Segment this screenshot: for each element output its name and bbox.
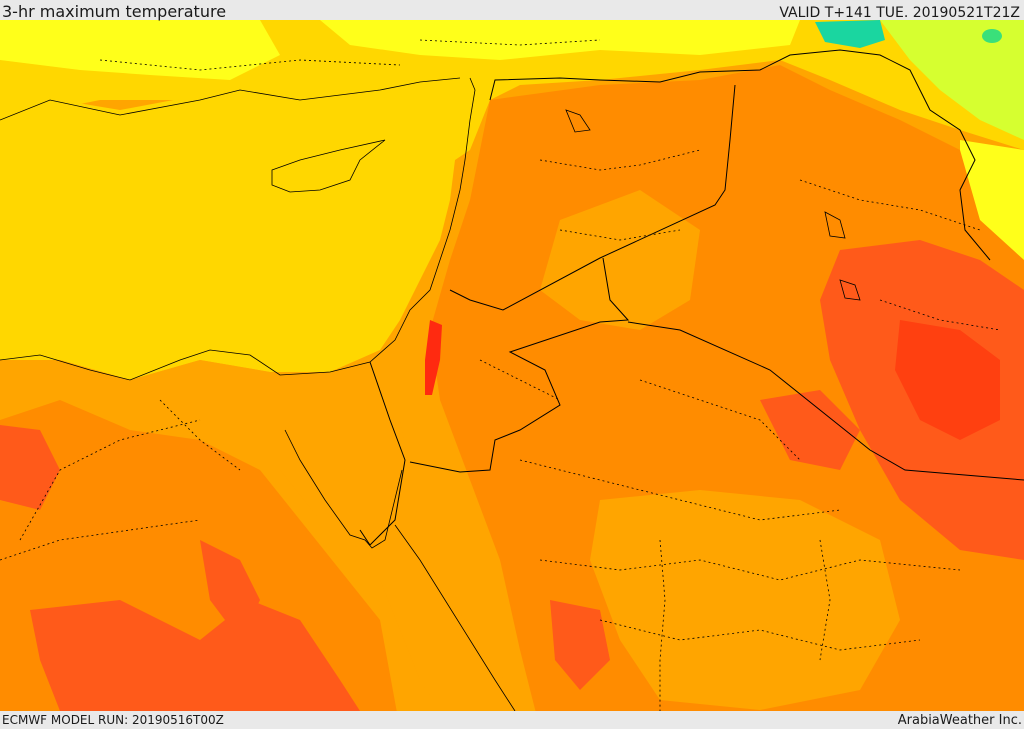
region-egypt-veryhot [0,425,60,510]
lake-tharthar [824,211,846,239]
valid-time-label: VALID T+141 TUE. 20190521T21Z [779,5,1020,21]
lake-assad [565,109,591,133]
region-east-yellow [960,140,1024,270]
jordan-valley [425,320,442,395]
region-south-warm [590,490,900,710]
model-run-label: ECMWF MODEL RUN: 20190516T00Z [2,713,224,727]
region-iraq-extreme [895,320,1000,440]
lake-razaza [839,279,861,301]
country-borders [359,49,1024,546]
region-red-sea-hot [200,540,260,640]
cyprus-island [271,139,386,193]
coastlines [0,77,516,712]
region-north-green [880,20,1024,140]
red-sea [375,530,520,711]
footer-bar [0,711,1024,729]
region-teal-spot [982,29,1002,43]
region-saudi-hot-2 [760,390,860,470]
region-egypt-veryhot-2 [30,600,360,711]
map-title: 3-hr maximum temperature [2,2,227,21]
region-north-teal [815,20,885,48]
region-turkey-yellow-2 [320,20,800,60]
region-turkey-yellow [0,20,280,80]
admin-boundaries [0,39,1001,711]
region-saudi-hot [550,600,610,690]
credit-label: ArabiaWeather Inc. [897,713,1022,728]
gulf-of-suez [285,430,360,545]
header-bar [0,0,1024,20]
region-arabia-warm [540,190,700,330]
